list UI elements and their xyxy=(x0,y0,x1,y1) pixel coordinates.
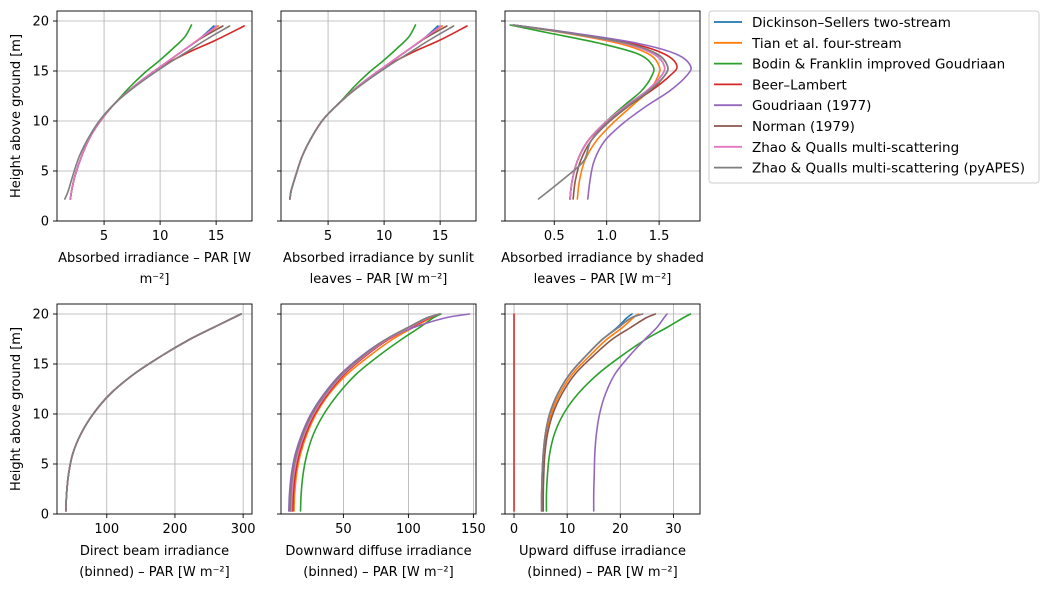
x-tick-label: 0.5 xyxy=(544,229,565,244)
y-tick-label: 15 xyxy=(32,65,49,80)
legend-label: Dickinson–Sellers two-stream xyxy=(752,15,951,31)
legend-entry: Tian et al. four-stream xyxy=(714,36,902,52)
legend: Dickinson–Sellers two-stream Tian et al. … xyxy=(708,10,1040,184)
y-axis-label: Height above ground [m] xyxy=(9,34,24,198)
series-line xyxy=(288,313,471,512)
x-axis-label: Upward diffuse irradiance xyxy=(519,544,686,559)
series-line xyxy=(289,313,441,512)
panel-p6: 0 10 20 30 Upward diffuse irradiance (binned)… xyxy=(501,303,701,580)
axes-frame xyxy=(280,10,477,222)
x-tick-label: 10 xyxy=(559,522,576,537)
legend-entry: Zhao & Qualls multi-scattering (pyAPES) xyxy=(714,161,1025,177)
legend-frame xyxy=(708,10,1040,184)
y-tick-label: 10 xyxy=(32,115,49,130)
series-line xyxy=(512,24,692,200)
x-axis-label: (binned) – PAR [W m⁻²] xyxy=(527,565,677,580)
x-tick-label: 200 xyxy=(163,522,188,537)
legend-label: Bodin & Franklin improved Goudriaan xyxy=(752,57,1005,73)
panel-p3: 0.5 1.0 1.5 Absorbed irradiance by shaded le… xyxy=(501,10,704,287)
x-tick-label: 10 xyxy=(376,229,393,244)
series-line xyxy=(542,313,657,512)
panel-p4: 100 200 300 0 5 10 15 20 Direct beam irradiance (… xyxy=(9,303,256,580)
y-tick-label: 20 xyxy=(32,308,49,323)
series-group xyxy=(64,24,245,200)
legend-label: Zhao & Qualls multi-scattering xyxy=(752,140,959,156)
y-tick-label: 5 xyxy=(41,458,49,473)
legend-entry: Goudriaan (1977) xyxy=(714,98,871,114)
legend-label: Beer–Lambert xyxy=(752,77,847,93)
y-tick-label: 10 xyxy=(32,408,49,423)
axes-frame xyxy=(504,303,701,515)
series-line xyxy=(592,313,668,512)
x-tick-label: 1.0 xyxy=(596,229,617,244)
x-tick-label: 5 xyxy=(100,229,108,244)
x-tick-label: 15 xyxy=(432,229,449,244)
x-tick-label: 150 xyxy=(461,522,486,537)
x-tick-label: 5 xyxy=(324,229,332,244)
series-group xyxy=(289,24,468,200)
x-tick-label: 30 xyxy=(665,522,682,537)
legend-label: Zhao & Qualls multi-scattering (pyAPES) xyxy=(752,161,1025,177)
legend-label: Norman (1979) xyxy=(752,119,855,135)
y-tick-label: 0 xyxy=(41,508,49,523)
x-tick-label: 100 xyxy=(396,522,421,537)
x-axis-label: Absorbed irradiance by sunlit xyxy=(283,251,474,266)
legend-entry: Dickinson–Sellers two-stream xyxy=(714,15,951,31)
series-line xyxy=(65,313,242,512)
legend-entry: Norman (1979) xyxy=(714,119,855,135)
series-line xyxy=(540,313,644,512)
y-tick-label: 5 xyxy=(41,165,49,180)
y-tick-label: 15 xyxy=(32,358,49,373)
panel-p1: 5 10 15 0 5 10 15 20 Absorbed irradiance – PAR [… xyxy=(9,10,253,287)
x-tick-label: 1.5 xyxy=(649,229,670,244)
series-group xyxy=(65,313,242,512)
x-axis-label: Downward diffuse irradiance xyxy=(285,544,471,559)
x-tick-label: 0 xyxy=(510,522,518,537)
axes-frame xyxy=(56,10,253,222)
x-tick-label: 20 xyxy=(612,522,629,537)
axes-frame xyxy=(56,303,253,515)
legend-entries: Dickinson–Sellers two-stream Tian et al. … xyxy=(714,15,1025,177)
x-axis-label: m⁻²] xyxy=(140,272,170,287)
series-line xyxy=(512,24,669,200)
legend-entry: Zhao & Qualls multi-scattering xyxy=(714,140,959,156)
series-group xyxy=(509,24,692,200)
x-tick-label: 15 xyxy=(208,229,225,244)
x-axis-label: leaves – PAR [W m⁻²] xyxy=(310,272,448,287)
x-tick-label: 100 xyxy=(94,522,119,537)
x-axis-label: leaves – PAR [W m⁻²] xyxy=(534,272,672,287)
panel-p2: 5 10 15 Absorbed irradiance by sunlit leaves… xyxy=(277,10,477,287)
x-axis-label: (binned) – PAR [W m⁻²] xyxy=(303,565,453,580)
axes-frame xyxy=(504,10,701,222)
y-axis-label: Height above ground [m] xyxy=(9,327,24,491)
series-line xyxy=(64,25,231,200)
panel-p5: 50 100 150 Downward diffuse irradiance (binn… xyxy=(277,303,486,580)
x-tick-label: 300 xyxy=(231,522,256,537)
series-line xyxy=(289,25,455,200)
x-axis-label: Absorbed irradiance by shaded xyxy=(501,251,704,266)
x-axis-label: Direct beam irradiance xyxy=(80,544,229,559)
x-axis-label: Absorbed irradiance – PAR [W xyxy=(58,251,251,266)
series-line xyxy=(299,313,442,512)
legend-label: Tian et al. four-stream xyxy=(751,36,902,52)
legend-entry: Beer–Lambert xyxy=(714,77,847,93)
x-axis-label: (binned) – PAR [W m⁻²] xyxy=(79,565,229,580)
axes-frame xyxy=(280,303,477,515)
series-group xyxy=(513,313,692,512)
legend-label: Goudriaan (1977) xyxy=(752,98,871,114)
series-line xyxy=(545,313,692,512)
y-tick-label: 0 xyxy=(41,215,49,230)
y-tick-label: 20 xyxy=(32,15,49,30)
x-tick-label: 10 xyxy=(152,229,169,244)
series-group xyxy=(288,313,471,512)
legend-entry: Bodin & Franklin improved Goudriaan xyxy=(714,57,1005,73)
x-tick-label: 50 xyxy=(335,522,352,537)
